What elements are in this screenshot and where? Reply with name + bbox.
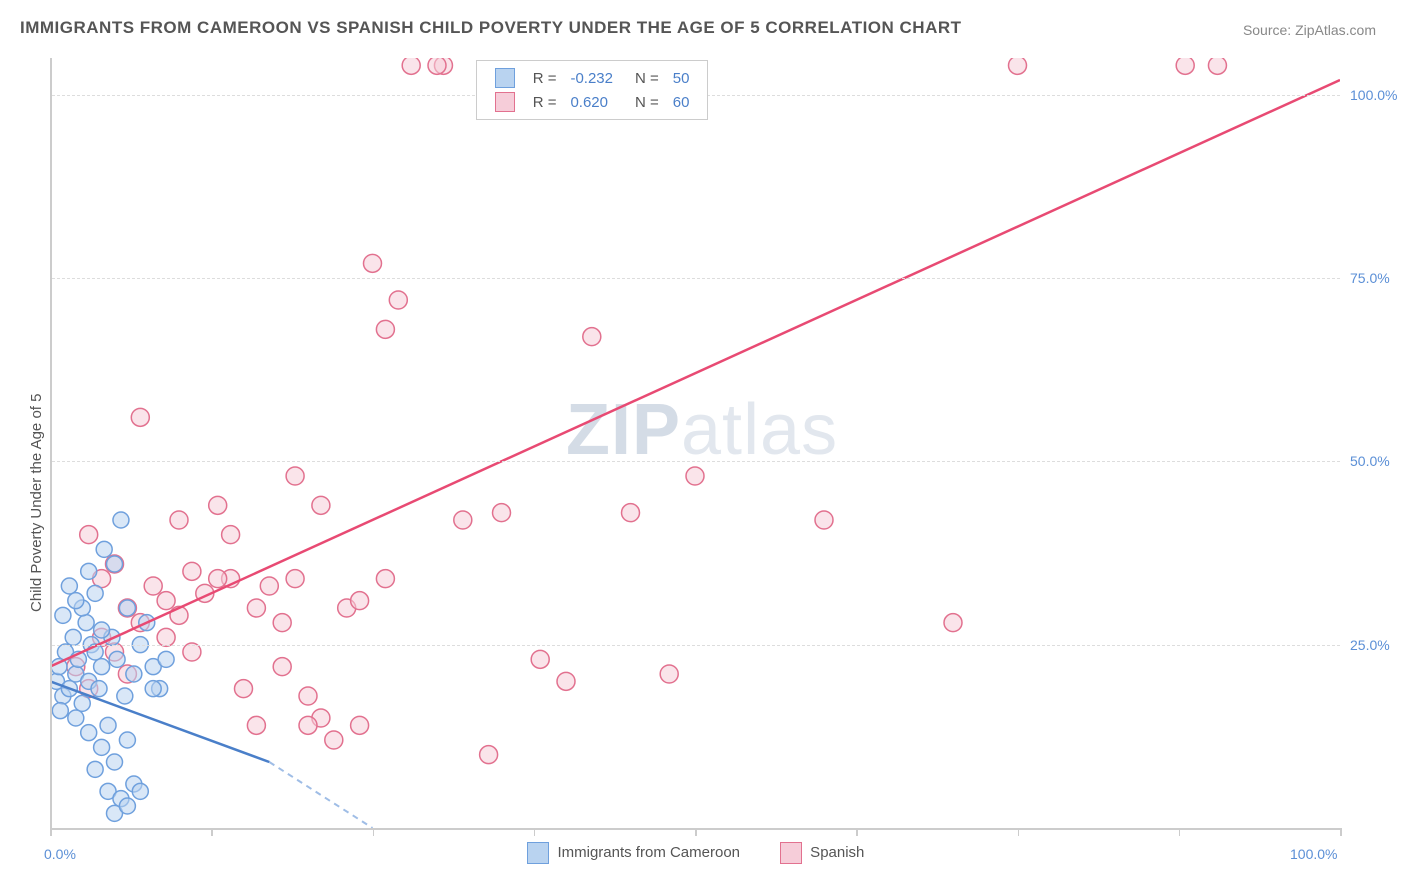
y-tick-label: 50.0% — [1350, 453, 1390, 469]
source-label: Source: — [1243, 22, 1295, 38]
source-value: ZipAtlas.com — [1295, 22, 1376, 38]
plot-area: ZIPatlas 25.0%50.0%75.0%100.0%0.0%100.0% — [50, 58, 1340, 828]
legend-row: R =-0.232N =50 — [489, 67, 696, 89]
legend-row: R =0.620N =60 — [489, 91, 696, 113]
series-legend: Immigrants from Cameroon Spanish — [527, 842, 904, 864]
source-attribution: Source: ZipAtlas.com — [1243, 22, 1376, 38]
legend-item: Spanish — [780, 844, 864, 861]
y-axis-title: Child Poverty Under the Age of 5 — [28, 394, 45, 612]
legend-item: Immigrants from Cameroon — [527, 844, 740, 861]
y-tick-label: 75.0% — [1350, 270, 1390, 286]
chart-title: IMMIGRANTS FROM CAMEROON VS SPANISH CHIL… — [20, 18, 962, 38]
correlation-legend: R =-0.232N =50R =0.620N =60 — [476, 60, 709, 120]
y-tick-label: 100.0% — [1350, 87, 1397, 103]
legend-table: R =-0.232N =50R =0.620N =60 — [487, 65, 698, 115]
x-tick-label: 0.0% — [44, 846, 76, 862]
scatter-plot-svg — [50, 58, 1340, 828]
y-tick-label: 25.0% — [1350, 637, 1390, 653]
x-tick-label: 100.0% — [1290, 846, 1337, 862]
